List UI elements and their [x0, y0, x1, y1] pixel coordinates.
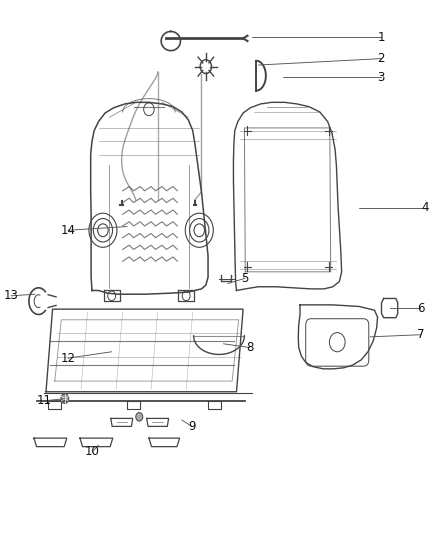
Text: 4: 4	[421, 201, 429, 214]
Circle shape	[61, 394, 69, 403]
Text: 10: 10	[85, 446, 99, 458]
Text: 12: 12	[60, 352, 75, 365]
Text: 11: 11	[36, 394, 51, 407]
Text: 2: 2	[377, 52, 385, 65]
Text: 6: 6	[417, 302, 424, 314]
Text: 13: 13	[4, 289, 18, 302]
Text: 3: 3	[378, 71, 385, 84]
Text: 7: 7	[417, 328, 424, 341]
Text: 1: 1	[377, 31, 385, 44]
Text: 8: 8	[246, 341, 253, 354]
Text: 9: 9	[188, 420, 196, 433]
Circle shape	[136, 413, 143, 421]
Text: 5: 5	[242, 272, 249, 285]
Text: 14: 14	[60, 224, 75, 237]
